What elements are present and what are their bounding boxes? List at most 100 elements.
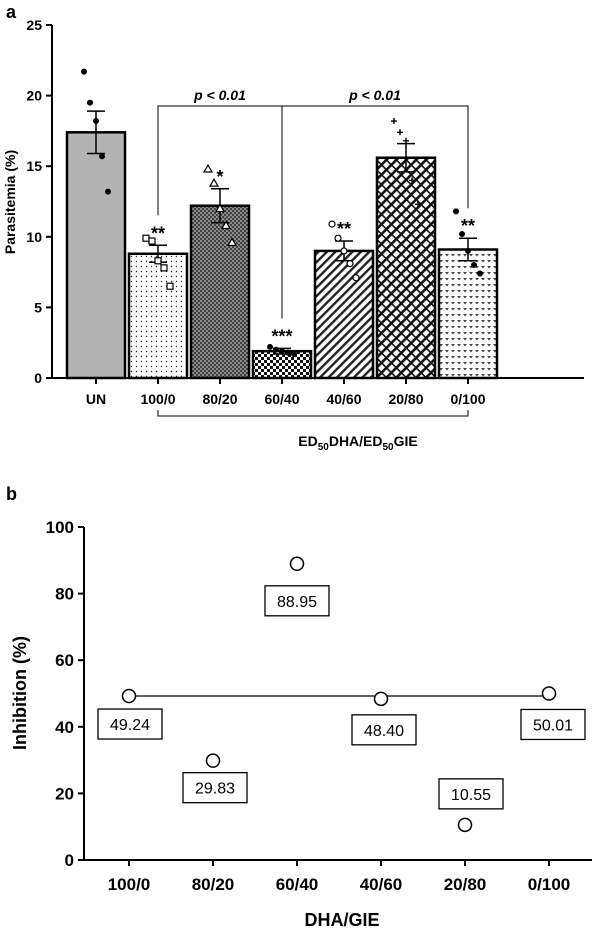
x-tick-label: 60/40	[264, 391, 299, 407]
data-point	[391, 118, 397, 125]
data-point	[285, 349, 291, 356]
group-bracket	[157, 410, 469, 417]
panel-b-y-axis: 0 20 40 60 80 100	[46, 518, 85, 870]
data-point	[340, 247, 348, 255]
y-tick-label: 20	[26, 88, 42, 104]
value-label: 48.40	[364, 723, 404, 740]
value-label-box	[182, 772, 248, 804]
value-label: 88.95	[277, 594, 317, 611]
data-point	[352, 274, 360, 282]
xlabel-part-2: DHA/ED	[329, 433, 383, 449]
y-tick-label: 15	[26, 158, 42, 174]
data-point-40/60	[373, 691, 389, 707]
panel-a-label: a	[6, 2, 17, 22]
data-point	[81, 68, 87, 75]
y-tick-label: 100	[46, 518, 74, 537]
panel-b-x-axis-title: DHA/GIE	[304, 910, 379, 930]
data-point-0/100	[541, 686, 557, 701]
data-point	[328, 220, 336, 228]
data-point	[453, 208, 459, 215]
x-tick-label: 0/100	[528, 875, 571, 894]
panel-a-x-axis-title: ED50DHA/ED50GIE	[298, 433, 418, 453]
panel-b-plot: 49.24 29.83 88.95 48.40 10.55 50.01	[97, 556, 586, 833]
y-tick-label: 0	[65, 851, 74, 870]
x-tick-label: 100/0	[108, 875, 151, 894]
data-point	[291, 350, 297, 357]
value-label-box	[97, 708, 163, 740]
y-tick-label: 10	[26, 229, 42, 245]
y-tick-label: 60	[55, 651, 74, 670]
bar-60/40	[251, 349, 313, 380]
data-point	[105, 188, 111, 195]
value-label: 29.83	[195, 781, 235, 798]
x-tick-label: 40/60	[326, 391, 361, 407]
x-tick-label: 80/20	[202, 391, 237, 407]
data-point	[142, 234, 150, 242]
data-point	[160, 264, 168, 272]
panel-b-x-axis: 100/0 80/20 60/40 40/60 20/80 0/100	[84, 859, 592, 894]
data-point	[415, 201, 421, 208]
data-point-20/80	[457, 817, 473, 833]
data-point	[273, 346, 279, 353]
data-point	[477, 270, 483, 277]
panel-b-y-axis-title: Inhibition (%)	[10, 636, 30, 750]
data-point	[334, 234, 342, 242]
value-label: 10.55	[451, 787, 491, 804]
significance-stars: *	[216, 167, 223, 187]
data-point	[154, 257, 162, 265]
y-tick-label: 5	[34, 299, 42, 315]
p-value-bracket	[281, 105, 469, 319]
data-point	[148, 237, 156, 245]
x-tick-label: 20/80	[444, 875, 487, 894]
xlabel-part-1: ED	[298, 433, 317, 449]
xlabel-part-3: GIE	[394, 433, 418, 449]
bar-UN	[65, 131, 127, 380]
y-tick-label: 25	[26, 17, 42, 33]
value-label-box	[438, 778, 504, 810]
panel-a-y-axis-title: Parasitemia (%)	[2, 150, 18, 254]
value-label-box	[520, 708, 586, 741]
data-point	[208, 177, 220, 187]
data-point	[267, 343, 273, 350]
panel-a-x-axis: UN 100/0 80/20 60/40 40/60 20/80 0/100	[52, 377, 584, 417]
xlabel-sub-2: 50	[383, 442, 395, 453]
data-point	[87, 99, 93, 106]
x-tick-label: UN	[86, 391, 106, 407]
bar-20/80	[375, 156, 437, 380]
panel-a-y-axis: 0 5 10 15 20 25	[26, 17, 53, 386]
data-point	[403, 137, 409, 144]
data-point-100/0	[121, 688, 137, 704]
panel-b-label: b	[6, 484, 17, 504]
significance-stars: **	[461, 216, 475, 236]
data-point	[279, 348, 285, 355]
xlabel-sub-1: 50	[318, 442, 330, 453]
panel-b: b 0 20 40 60 80 100 Inhibition (%) 49.24 29.83…	[6, 484, 592, 930]
data-point	[166, 282, 174, 290]
y-tick-label: 80	[55, 585, 74, 604]
data-point	[99, 153, 105, 160]
x-tick-label: 80/20	[192, 875, 235, 894]
value-label: 50.01	[533, 717, 573, 734]
data-point	[214, 203, 226, 213]
significance-stars: **	[337, 219, 351, 239]
x-tick-label: 100/0	[140, 391, 175, 407]
value-label-box	[264, 585, 330, 617]
data-point	[226, 237, 238, 247]
bar-100/0	[127, 252, 189, 380]
significance-stars: ***	[271, 326, 292, 346]
p-value-label: p < 0.01	[348, 87, 401, 103]
bar-0/100	[437, 248, 499, 380]
x-tick-label: 60/40	[276, 875, 319, 894]
value-label: 49.24	[110, 717, 150, 734]
data-point	[220, 220, 232, 230]
data-point-80/20	[205, 753, 221, 768]
data-point-60/40	[289, 556, 305, 572]
data-point	[93, 118, 99, 125]
y-tick-label: 20	[55, 784, 74, 803]
y-tick-label: 0	[34, 370, 42, 386]
significance-stars: **	[151, 223, 165, 243]
x-tick-label: 0/100	[450, 391, 485, 407]
data-point	[409, 177, 415, 184]
data-point	[465, 247, 471, 254]
